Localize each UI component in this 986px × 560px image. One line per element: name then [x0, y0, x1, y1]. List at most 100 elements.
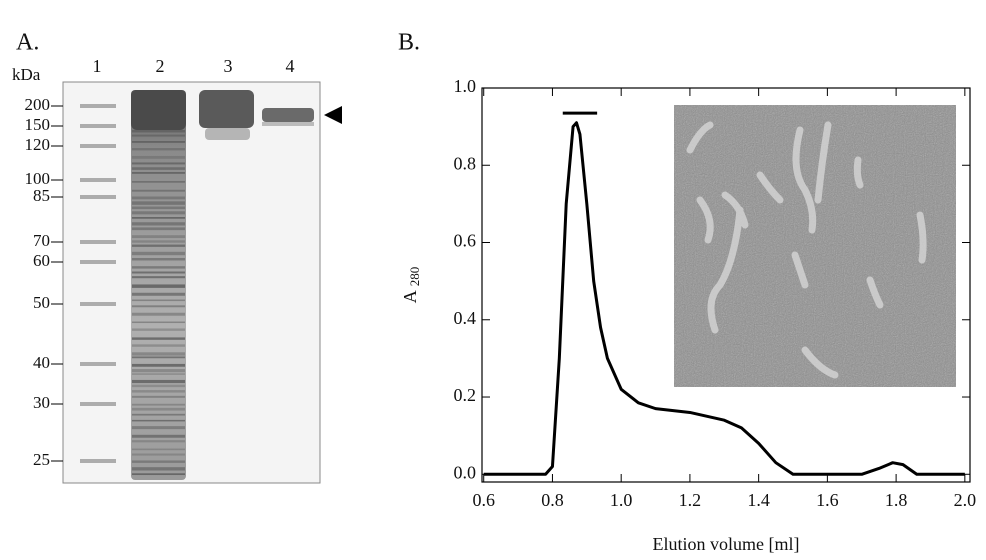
- lane-band: [132, 217, 185, 219]
- lane-band: [132, 211, 185, 215]
- y-axis-label-sub: 280: [407, 267, 422, 287]
- marker-label: 25: [33, 450, 50, 469]
- lane-band: [132, 284, 185, 288]
- marker-label: 30: [33, 393, 50, 412]
- marker-band: [80, 302, 116, 306]
- lane-band: [132, 395, 185, 398]
- marker-band: [80, 104, 116, 108]
- lane-band: [132, 440, 185, 443]
- gel-lanes: [80, 90, 314, 480]
- lane-label: 3: [224, 56, 233, 76]
- lane-band: [132, 162, 185, 165]
- lane-band: [132, 328, 185, 331]
- lane-band: [132, 266, 185, 269]
- marker-label: 85: [33, 186, 50, 205]
- lane-label: 4: [286, 56, 295, 76]
- lane-band: [132, 369, 185, 373]
- lane-band: [132, 251, 185, 256]
- lane-band: [205, 128, 250, 140]
- y-tick-label: 0.8: [454, 153, 477, 173]
- lane-band: [132, 467, 185, 471]
- data-line: [483, 121, 965, 476]
- lane-band: [132, 240, 185, 243]
- marker-band: [80, 240, 116, 244]
- lane-band: [132, 172, 185, 174]
- lane-band: [132, 299, 185, 302]
- x-axis-label: Elution volume [ml]: [653, 534, 800, 554]
- lane-band: [132, 419, 185, 422]
- lane-band: [262, 108, 314, 122]
- lane-band: [132, 271, 185, 274]
- lane-band: [132, 460, 185, 463]
- marker-label: 40: [33, 353, 50, 372]
- lane-band: [132, 352, 185, 356]
- lane-band: [132, 426, 185, 430]
- lane-band: [132, 222, 185, 226]
- lane-band: [132, 434, 185, 438]
- lane-band: [132, 276, 185, 279]
- lane-band: [132, 148, 185, 151]
- marker-label: 150: [25, 115, 51, 134]
- gel: [62, 81, 321, 484]
- y-tick-label: 0.0: [454, 462, 477, 482]
- lane-band: [132, 201, 185, 205]
- marker-band: [80, 124, 116, 128]
- marker-label: 70: [33, 231, 50, 250]
- lane-label: 2: [156, 56, 165, 76]
- lane-band: [132, 473, 185, 476]
- lane-band: [132, 196, 185, 200]
- lane-band: [132, 130, 185, 133]
- lane-band: [132, 344, 185, 347]
- lane-band: [131, 90, 186, 130]
- lane-band: [199, 90, 254, 128]
- y-axis-label-main: A: [400, 290, 420, 303]
- lane-band: [132, 448, 185, 451]
- lane-band: [132, 373, 185, 375]
- marker-band: [80, 459, 116, 463]
- x-tick-label: 1.2: [679, 490, 702, 510]
- marker-band: [80, 362, 116, 366]
- lane-band: [132, 134, 185, 137]
- unit-label: kDa: [12, 65, 41, 84]
- lane-band: [132, 379, 185, 384]
- y-axis-label: A 280: [400, 267, 422, 304]
- lane-band: [132, 180, 185, 183]
- panel-label: B.: [398, 30, 420, 56]
- marker-label: 200: [25, 95, 51, 114]
- lane-band: [132, 453, 185, 456]
- lane-band: [132, 244, 185, 247]
- lane-band: [132, 390, 185, 393]
- y-tick-label: 0.4: [454, 308, 477, 328]
- x-tick-label: 2.0: [954, 490, 977, 510]
- lane-band: [132, 235, 185, 239]
- lane-band: [132, 305, 185, 308]
- lane-band: [262, 122, 314, 126]
- lane-band: [132, 407, 185, 411]
- marker-label: 120: [25, 135, 51, 154]
- marker-band: [80, 195, 116, 199]
- lane-band: [132, 206, 185, 210]
- y-tick-label: 0.2: [454, 385, 477, 405]
- lane-band: [132, 257, 185, 261]
- lane-band: [132, 356, 185, 359]
- lane-band: [132, 312, 185, 316]
- x-tick-label: 1.6: [816, 490, 839, 510]
- marker-band: [80, 260, 116, 264]
- y-tick-label: 1.0: [454, 76, 477, 96]
- panel-label: A.: [16, 30, 39, 56]
- x-tick-label: 1.0: [610, 490, 633, 510]
- x-tick-label: 1.8: [885, 490, 908, 510]
- marker-band: [80, 178, 116, 182]
- lane-band: [132, 167, 185, 170]
- x-tick-label: 0.6: [472, 490, 495, 510]
- x-tick-label: 1.4: [747, 490, 770, 510]
- marker-label: 100: [25, 169, 51, 188]
- lane-band: [132, 337, 185, 340]
- x-tick-label: 0.8: [541, 490, 564, 510]
- lane-band: [132, 227, 185, 231]
- marker-label: 60: [33, 251, 50, 270]
- arrowhead: [324, 106, 342, 124]
- marker-band: [80, 144, 116, 148]
